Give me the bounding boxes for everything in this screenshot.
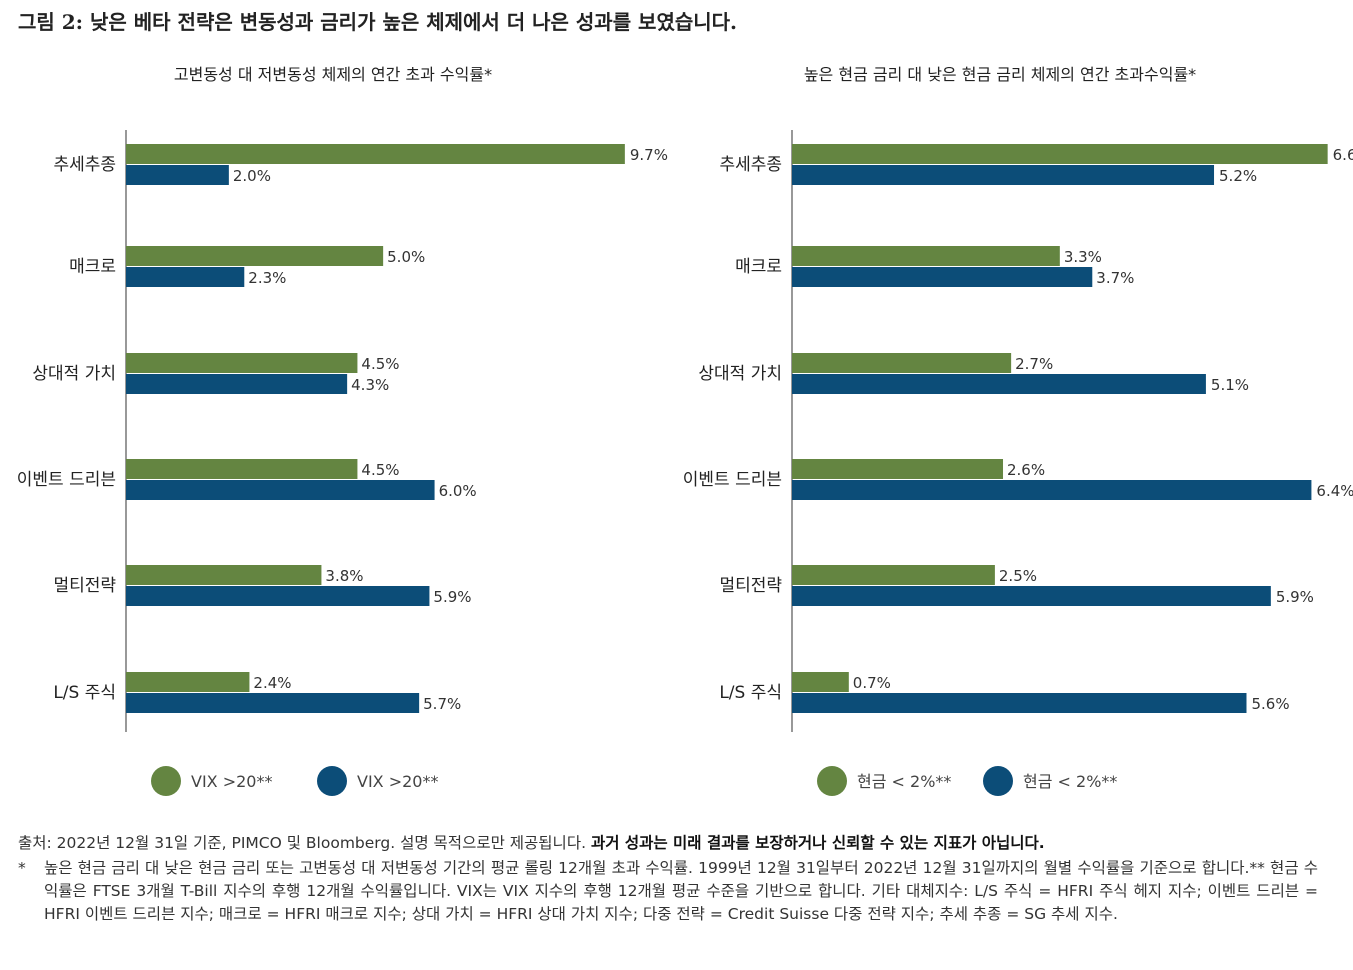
data-label: 6.0%: [439, 482, 477, 500]
chart-subtitle: 높은 현금 금리 대 낮은 현금 금리 체제의 연간 초과수익률*: [804, 65, 1196, 84]
data-label: 3.3%: [1064, 248, 1102, 266]
data-label: 5.0%: [387, 248, 425, 266]
data-label: 5.9%: [433, 588, 471, 606]
bar-series-2: [126, 480, 435, 500]
right-bar-chart: 높은 현금 금리 대 낮은 현금 금리 체제의 연간 초과수익률* 추세추종 6.6…: [683, 65, 1353, 796]
category-label: 매크로: [69, 257, 116, 277]
data-label: 0.7%: [853, 674, 891, 692]
legend-label-2: VIX >20**: [357, 772, 438, 791]
legend-marker-2: [983, 766, 1013, 796]
bar-series-1: [792, 672, 849, 692]
legend-label-2: 현금 < 2%**: [1023, 772, 1117, 791]
data-label: 2.7%: [1015, 355, 1053, 373]
category-label: L/S 주식: [719, 683, 782, 703]
data-label: 2.0%: [233, 167, 271, 185]
data-label: 6.4%: [1316, 482, 1353, 500]
category-label: 이벤트 드리븐: [17, 470, 116, 490]
data-label: 6.6%: [1333, 146, 1353, 164]
data-label: 4.3%: [351, 376, 389, 394]
category-label: 상대적 가치: [32, 364, 116, 384]
data-label: 5.6%: [1251, 695, 1289, 713]
data-label: 2.3%: [248, 269, 286, 287]
source-line: 출처: 2022년 12월 31일 기준, PIMCO 및 Bloomberg.…: [18, 832, 1318, 855]
bar-series-1: [126, 246, 384, 266]
chart-subtitle: 고변동성 대 저변동성 체제의 연간 초과 수익률*: [174, 65, 492, 84]
data-label: 5.7%: [423, 695, 461, 713]
data-label: 2.4%: [253, 674, 291, 692]
legend-label-1: 현금 < 2%**: [857, 772, 951, 791]
data-label: 5.2%: [1219, 167, 1257, 185]
footnote-text: 높은 현금 금리 대 낮은 현금 금리 또는 고변동성 대 저변동성 기간의 평…: [44, 859, 1318, 923]
bar-series-2: [792, 480, 1312, 500]
data-label: 3.8%: [325, 567, 363, 585]
data-label: 5.1%: [1211, 376, 1249, 394]
bar-series-2: [126, 374, 348, 394]
left-bar-chart: 고변동성 대 저변동성 체제의 연간 초과 수익률* 추세추종 9.7% 2.0% 매크…: [17, 65, 668, 796]
data-label: 2.6%: [1007, 461, 1045, 479]
bar-series-2: [126, 165, 229, 185]
category-label: 멀티전략: [53, 576, 116, 596]
bar-series-1: [792, 144, 1328, 164]
bar-series-1: [126, 353, 358, 373]
bar-series-1: [126, 565, 322, 585]
data-label: 3.7%: [1096, 269, 1134, 287]
bar-series-2: [792, 693, 1247, 713]
category-label: 이벤트 드리븐: [683, 470, 782, 490]
bar-series-1: [792, 565, 995, 585]
bar-series-2: [792, 374, 1206, 394]
legend-marker-1: [151, 766, 181, 796]
category-label: 멀티전략: [719, 576, 782, 596]
source-text: 출처: 2022년 12월 31일 기준, PIMCO 및 Bloomberg.…: [18, 834, 591, 852]
bar-series-2: [792, 165, 1215, 185]
bar-series-1: [792, 459, 1004, 479]
bar-series-1: [126, 144, 625, 164]
legend-marker-1: [817, 766, 847, 796]
bar-series-2: [126, 267, 245, 287]
category-label: 매크로: [735, 257, 782, 277]
data-label: 5.9%: [1276, 588, 1314, 606]
category-label: L/S 주식: [53, 683, 116, 703]
bar-series-1: [792, 246, 1060, 266]
category-label: 추세추종: [53, 155, 116, 175]
data-label: 4.5%: [361, 355, 399, 373]
bar-series-2: [792, 267, 1093, 287]
legend-label-1: VIX >20**: [191, 772, 272, 791]
data-label: 9.7%: [630, 146, 668, 164]
category-label: 상대적 가치: [698, 364, 782, 384]
bar-series-2: [126, 586, 430, 606]
footnote-marker: *: [18, 859, 26, 877]
footer: 출처: 2022년 12월 31일 기준, PIMCO 및 Bloomberg.…: [18, 832, 1318, 926]
bar-series-1: [126, 672, 250, 692]
figure-title: 그림 2: 낮은 베타 전략은 변동성과 금리가 높은 체제에서 더 나은 성과…: [18, 10, 738, 34]
bar-series-1: [126, 459, 358, 479]
data-label: 4.5%: [361, 461, 399, 479]
bar-series-2: [792, 586, 1271, 606]
legend-marker-2: [317, 766, 347, 796]
data-label: 2.5%: [999, 567, 1037, 585]
bar-series-1: [792, 353, 1012, 373]
footnote: * 높은 현금 금리 대 낮은 현금 금리 또는 고변동성 대 저변동성 기간의…: [18, 857, 1318, 926]
bar-series-2: [126, 693, 420, 713]
disclaimer-text: 과거 성과는 미래 결과를 보장하거나 신뢰할 수 있는 지표가 아닙니다.: [590, 834, 1045, 852]
category-label: 추세추종: [719, 155, 782, 175]
